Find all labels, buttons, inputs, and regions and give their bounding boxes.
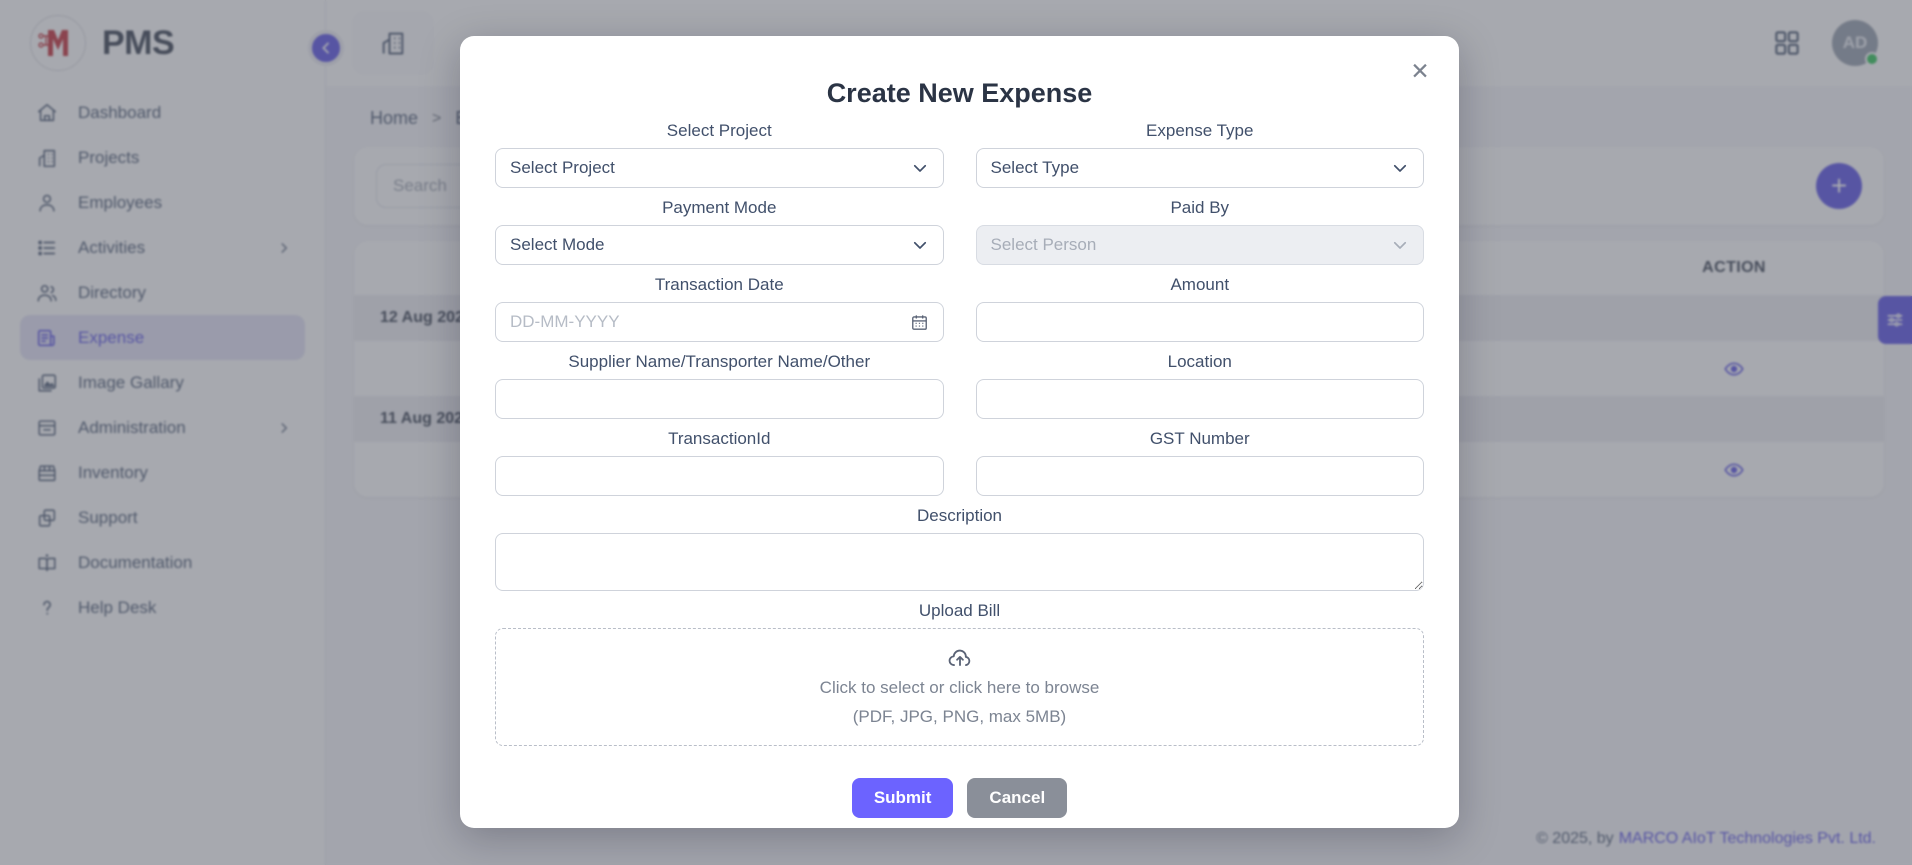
transaction-date-input[interactable] [510,312,910,332]
expense-type-value: Select Type [990,158,1080,177]
label-upload-bill: Upload Bill [918,601,1001,620]
select-project-dropdown[interactable]: Select Project [495,148,944,188]
field-transaction-id: TransactionId [495,429,944,496]
label-transaction-id: TransactionId [668,429,771,448]
supplier-name-field[interactable] [495,379,944,419]
field-supplier-name: Supplier Name/Transporter Name/Other [495,352,944,419]
field-expense-type: Expense Type Select Type [975,121,1424,188]
gst-number-field[interactable] [975,456,1424,496]
create-expense-modal: ✕ Create New Expense Select Project Sele… [460,36,1459,828]
chevron-down-icon [911,236,929,254]
field-payment-mode: Payment Mode Select Mode [495,198,944,265]
location-field[interactable] [975,379,1424,419]
payment-mode-dropdown[interactable]: Select Mode [495,225,944,265]
amount-field[interactable] [975,302,1424,342]
select-project-value: Select Project [510,158,615,177]
submit-button[interactable]: Submit [851,778,954,818]
amount-input[interactable] [990,312,1409,332]
field-paid-by: Paid By Select Person [975,198,1424,265]
paid-by-value: Select Person [990,235,1097,254]
label-location: Location [1167,352,1232,371]
location-input[interactable] [990,389,1409,409]
field-transaction-date: Transaction Date [495,275,944,342]
label-amount: Amount [1170,275,1230,294]
expense-type-dropdown[interactable]: Select Type [975,148,1424,188]
gst-number-input[interactable] [990,466,1409,486]
label-select-project: Select Project [666,121,772,140]
label-supplier-name: Supplier Name/Transporter Name/Other [568,352,871,371]
field-select-project: Select Project Select Project [495,121,944,188]
close-icon[interactable]: ✕ [1401,52,1439,90]
calendar-icon[interactable] [910,313,929,332]
upload-bill-dropzone[interactable]: Click to select or click here to browse … [495,628,1424,746]
description-textarea[interactable] [495,533,1424,591]
paid-by-dropdown: Select Person [975,225,1424,265]
chevron-down-icon [1391,236,1409,254]
field-description: Description [495,506,1424,591]
label-transaction-date: Transaction Date [654,275,784,294]
modal-actions: Submit Cancel [495,778,1424,818]
label-paid-by: Paid By [1170,198,1230,217]
supplier-name-input[interactable] [510,389,929,409]
field-gst-number: GST Number [975,429,1424,496]
field-location: Location [975,352,1424,419]
field-upload-bill: Upload Bill Click to select or click her… [495,601,1424,746]
label-expense-type: Expense Type [1146,121,1254,140]
upload-hint-secondary: (PDF, JPG, PNG, max 5MB) [852,707,1067,726]
upload-hint-primary: Click to select or click here to browse [819,678,1100,698]
chevron-down-icon [911,159,929,177]
label-description: Description [916,506,1003,525]
chevron-down-icon [1391,159,1409,177]
cloud-upload-icon [947,645,973,671]
transaction-date-field[interactable] [495,302,944,342]
expense-form: Select Project Select Project Expense Ty… [495,121,1424,756]
label-payment-mode: Payment Mode [662,198,777,217]
modal-title: Create New Expense [826,78,1093,108]
payment-mode-value: Select Mode [510,235,605,254]
label-gst-number: GST Number [1149,429,1250,448]
field-amount: Amount [975,275,1424,342]
transaction-id-input[interactable] [510,466,929,486]
transaction-id-field[interactable] [495,456,944,496]
cancel-button[interactable]: Cancel [967,778,1068,818]
